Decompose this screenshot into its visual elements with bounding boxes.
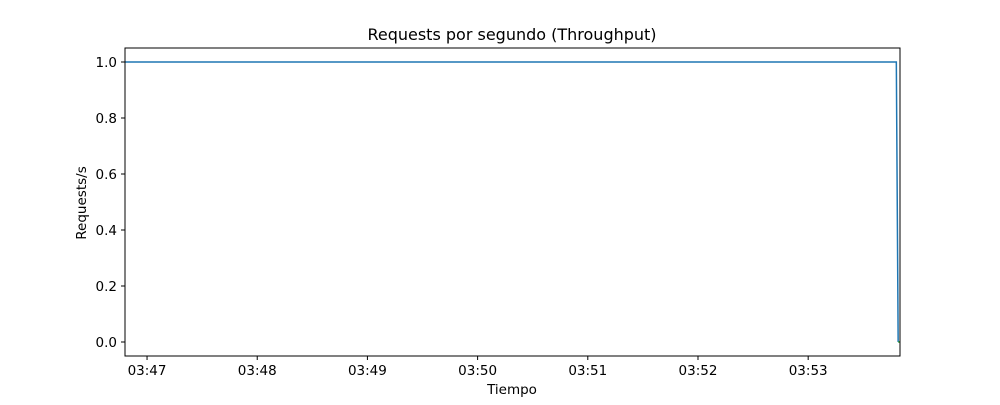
y-tick-label: 0.8 <box>96 111 117 127</box>
x-tick-label: 03:47 <box>128 363 167 379</box>
chart-title: Requests por segundo (Throughput) <box>367 25 656 44</box>
y-tick-label: 0.6 <box>96 167 117 183</box>
y-tick-label: 1.0 <box>96 55 117 71</box>
x-tick-label: 03:53 <box>789 363 828 379</box>
y-axis-label: Requests/s <box>74 166 90 239</box>
y-tick-label: 0.4 <box>96 223 117 239</box>
x-axis-label: Tiempo <box>486 382 537 398</box>
x-tick-label: 03:51 <box>568 363 607 379</box>
y-axis-ticks: 0.0 0.2 0.4 0.6 0.8 1.0 <box>96 55 125 351</box>
series-line-1 <box>125 61 899 343</box>
x-tick-label: 03:52 <box>679 363 718 379</box>
x-tick-label: 03:48 <box>238 363 277 379</box>
y-tick-label: 0.0 <box>96 335 117 351</box>
x-tick-label: 03:49 <box>348 363 387 379</box>
x-axis-ticks: 03:47 03:48 03:49 03:50 03:51 03:52 03:53 <box>128 356 828 379</box>
axes-frame <box>124 47 901 357</box>
x-tick-label: 03:50 <box>458 363 497 379</box>
y-tick-label: 0.2 <box>96 279 117 295</box>
